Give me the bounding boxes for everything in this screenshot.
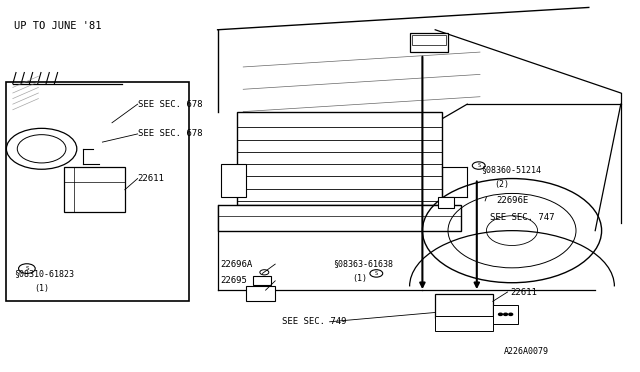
Text: S: S: [477, 163, 480, 168]
Bar: [253, 276, 271, 285]
Bar: [412, 35, 446, 45]
Bar: [246, 286, 275, 301]
Text: SEE SEC. 747: SEE SEC. 747: [490, 213, 554, 222]
Bar: [435, 294, 493, 318]
Text: SEE SEC. 678: SEE SEC. 678: [138, 129, 202, 138]
Text: 22611: 22611: [510, 288, 537, 296]
Text: A226A0079: A226A0079: [504, 347, 549, 356]
Text: (1): (1): [34, 284, 49, 293]
Text: §08363-61638: §08363-61638: [333, 260, 393, 269]
Circle shape: [504, 313, 508, 315]
Text: §08310-61823: §08310-61823: [14, 269, 74, 278]
Text: 22611: 22611: [138, 174, 164, 183]
Text: 22696A: 22696A: [221, 260, 253, 269]
Bar: [237, 112, 442, 205]
Text: §08360-51214: §08360-51214: [481, 165, 541, 174]
Text: S: S: [375, 271, 378, 276]
Circle shape: [509, 313, 513, 315]
Bar: [221, 164, 246, 197]
Text: (2): (2): [495, 180, 509, 189]
Bar: [410, 33, 448, 52]
Text: SEE SEC. 678: SEE SEC. 678: [138, 100, 202, 109]
Text: SEE SEC. 749: SEE SEC. 749: [282, 317, 346, 326]
Bar: [64, 167, 125, 212]
Bar: [438, 197, 454, 208]
Text: 22696E: 22696E: [496, 196, 528, 205]
Text: (1): (1): [352, 275, 367, 283]
Text: S: S: [25, 266, 29, 271]
Circle shape: [499, 313, 502, 315]
Bar: [6, 82, 189, 301]
Bar: [218, 205, 461, 231]
Bar: [435, 316, 493, 331]
Text: 22695: 22695: [221, 276, 248, 285]
Bar: [493, 305, 518, 324]
Text: UP TO JUNE '81: UP TO JUNE '81: [14, 21, 102, 31]
